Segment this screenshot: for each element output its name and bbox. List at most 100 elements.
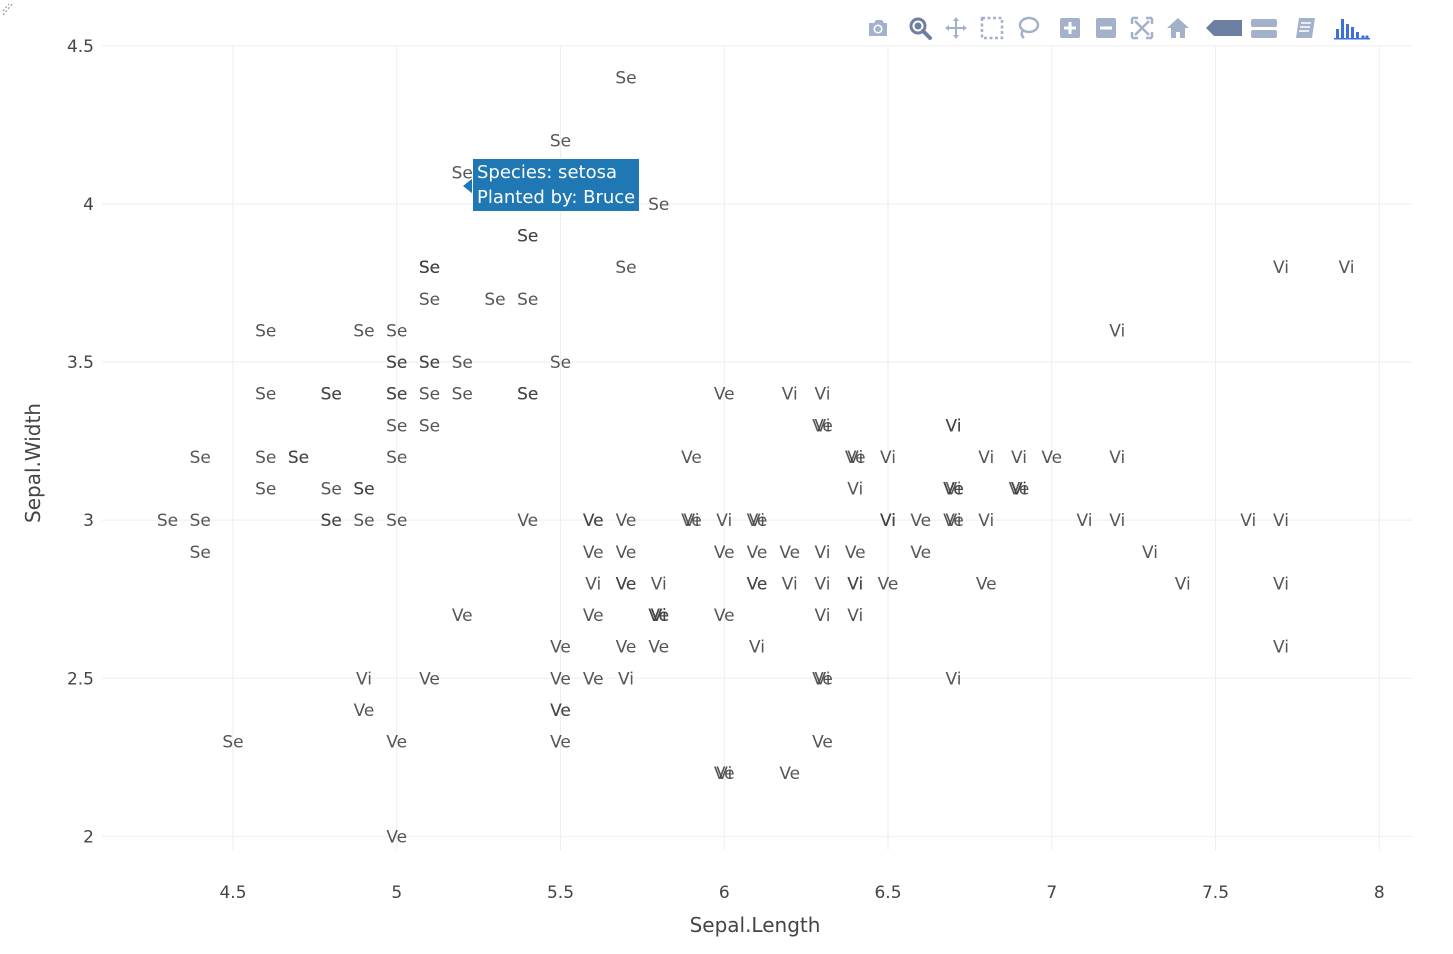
data-point-versicolor[interactable]: Ve bbox=[943, 480, 964, 500]
data-point-versicolor[interactable]: Ve bbox=[386, 733, 407, 753]
camera-icon[interactable] bbox=[860, 12, 896, 44]
data-point-setosa[interactable]: Se bbox=[452, 353, 473, 373]
data-point-virginica[interactable]: Vi bbox=[978, 448, 994, 468]
data-point-versicolor[interactable]: Ve bbox=[681, 511, 702, 531]
data-point-virginica[interactable]: Vi bbox=[946, 416, 962, 436]
data-point-virginica[interactable]: Vi bbox=[847, 574, 863, 594]
data-point-virginica[interactable]: Vi bbox=[1273, 511, 1289, 531]
data-point-virginica[interactable]: Vi bbox=[356, 669, 372, 689]
data-point-setosa[interactable]: Se bbox=[190, 543, 211, 563]
data-point-setosa[interactable]: Se bbox=[386, 385, 407, 405]
data-point-virginica[interactable]: Vi bbox=[847, 448, 863, 468]
data-point-setosa[interactable]: Se bbox=[386, 353, 407, 373]
data-point-versicolor[interactable]: Ve bbox=[845, 543, 866, 563]
data-point-virginica[interactable]: Vi bbox=[946, 416, 962, 436]
data-point-virginica[interactable]: Vi bbox=[1011, 480, 1027, 500]
data-point-versicolor[interactable]: Ve bbox=[616, 574, 637, 594]
data-point-virginica[interactable]: Vi bbox=[946, 669, 962, 689]
data-point-setosa[interactable]: Se bbox=[419, 290, 440, 310]
zoom-out-icon[interactable] bbox=[1088, 12, 1124, 44]
data-point-setosa[interactable]: Se bbox=[386, 353, 407, 373]
data-point-versicolor[interactable]: Ve bbox=[550, 701, 571, 721]
data-point-versicolor[interactable]: Ve bbox=[616, 574, 637, 594]
data-point-setosa[interactable]: Se bbox=[157, 511, 178, 531]
data-point-virginica[interactable]: Vi bbox=[782, 385, 798, 405]
data-point-setosa[interactable]: Se bbox=[222, 733, 243, 753]
data-point-setosa[interactable]: Se bbox=[321, 511, 342, 531]
data-point-virginica[interactable]: Vi bbox=[1109, 321, 1125, 341]
data-point-setosa[interactable]: Se bbox=[419, 416, 440, 436]
data-point-setosa[interactable]: Se bbox=[386, 448, 407, 468]
data-point-virginica[interactable]: Vi bbox=[716, 511, 732, 531]
data-point-versicolor[interactable]: Ve bbox=[550, 733, 571, 753]
data-point-setosa[interactable]: Se bbox=[353, 480, 374, 500]
data-point-virginica[interactable]: Vi bbox=[1175, 574, 1191, 594]
data-point-setosa[interactable]: Se bbox=[190, 448, 211, 468]
data-point-versicolor[interactable]: Ve bbox=[648, 638, 669, 658]
data-point-versicolor[interactable]: Ve bbox=[1041, 448, 1062, 468]
data-point-virginica[interactable]: Vi bbox=[651, 574, 667, 594]
data-point-versicolor[interactable]: Ve bbox=[812, 733, 833, 753]
data-point-setosa[interactable]: Se bbox=[353, 321, 374, 341]
data-point-versicolor[interactable]: Ve bbox=[910, 511, 931, 531]
data-point-virginica[interactable]: Vi bbox=[815, 416, 831, 436]
data-point-virginica[interactable]: Vi bbox=[1339, 258, 1355, 278]
data-point-virginica[interactable]: Vi bbox=[847, 574, 863, 594]
data-point-setosa[interactable]: Se bbox=[517, 385, 538, 405]
data-point-setosa[interactable]: Se bbox=[255, 385, 276, 405]
data-point-setosa[interactable]: Se bbox=[419, 258, 440, 278]
zoom-icon[interactable] bbox=[902, 12, 938, 44]
data-point-virginica[interactable]: Vi bbox=[946, 480, 962, 500]
plotly-logo-icon[interactable] bbox=[1330, 12, 1374, 44]
data-point-setosa[interactable]: Se bbox=[419, 385, 440, 405]
data-point-versicolor[interactable]: Ve bbox=[714, 543, 735, 563]
data-point-virginica[interactable]: Vi bbox=[815, 543, 831, 563]
spike-closest-icon[interactable] bbox=[1202, 12, 1246, 44]
data-point-versicolor[interactable]: Ve bbox=[583, 511, 604, 531]
data-point-virginica[interactable]: Vi bbox=[847, 606, 863, 626]
data-point-setosa[interactable]: Se bbox=[419, 258, 440, 278]
data-point-versicolor[interactable]: Ve bbox=[747, 574, 768, 594]
data-point-versicolor[interactable]: Ve bbox=[714, 606, 735, 626]
data-point-setosa[interactable]: Se bbox=[288, 448, 309, 468]
data-point-setosa[interactable]: Se bbox=[517, 385, 538, 405]
data-point-versicolor[interactable]: Ve bbox=[648, 606, 669, 626]
data-point-virginica[interactable]: Vi bbox=[880, 511, 896, 531]
data-point-setosa[interactable]: Se bbox=[452, 385, 473, 405]
data-point-setosa[interactable]: Se bbox=[321, 511, 342, 531]
spike-compare-icon[interactable] bbox=[1246, 12, 1282, 44]
data-point-setosa[interactable]: Se bbox=[386, 511, 407, 531]
data-point-setosa[interactable]: Se bbox=[648, 195, 669, 215]
data-point-versicolor[interactable]: Ve bbox=[943, 511, 964, 531]
data-point-setosa[interactable]: Se bbox=[517, 227, 538, 247]
data-point-setosa[interactable]: Se bbox=[321, 480, 342, 500]
data-point-versicolor[interactable]: Ve bbox=[779, 543, 800, 563]
data-point-virginica[interactable]: Vi bbox=[1011, 448, 1027, 468]
data-point-virginica[interactable]: Vi bbox=[684, 511, 700, 531]
data-point-virginica[interactable]: Vi bbox=[1077, 511, 1093, 531]
data-point-virginica[interactable]: Vi bbox=[716, 764, 732, 784]
data-point-setosa[interactable]: Se bbox=[419, 258, 440, 278]
data-point-virginica[interactable]: Vi bbox=[946, 511, 962, 531]
data-point-virginica[interactable]: Vi bbox=[749, 511, 765, 531]
data-point-setosa[interactable]: Se bbox=[255, 448, 276, 468]
data-point-setosa[interactable]: Se bbox=[255, 480, 276, 500]
data-point-setosa[interactable]: Se bbox=[517, 227, 538, 247]
data-point-versicolor[interactable]: Ve bbox=[714, 385, 735, 405]
data-point-versicolor[interactable]: Ve bbox=[419, 669, 440, 689]
data-point-versicolor[interactable]: Ve bbox=[616, 543, 637, 563]
data-point-virginica[interactable]: Vi bbox=[880, 448, 896, 468]
data-point-virginica[interactable]: Vi bbox=[815, 385, 831, 405]
data-point-virginica[interactable]: Vi bbox=[815, 669, 831, 689]
data-point-versicolor[interactable]: Ve bbox=[878, 574, 899, 594]
data-point-virginica[interactable]: Vi bbox=[1240, 511, 1256, 531]
data-point-setosa[interactable]: Se bbox=[484, 290, 505, 310]
data-point-setosa[interactable]: Se bbox=[550, 132, 571, 152]
data-point-setosa[interactable]: Se bbox=[190, 511, 211, 531]
data-point-versicolor[interactable]: Ve bbox=[583, 511, 604, 531]
data-point-versicolor[interactable]: Ve bbox=[517, 511, 538, 531]
data-point-versicolor[interactable]: Ve bbox=[976, 574, 997, 594]
data-point-virginica[interactable]: Vi bbox=[1142, 543, 1158, 563]
data-point-versicolor[interactable]: Ve bbox=[583, 606, 604, 626]
data-points[interactable]: Se Se Se Se Se Se Se Se Se Se Se Se Se Se Se Se Se Se Se Se… bbox=[157, 68, 1355, 847]
